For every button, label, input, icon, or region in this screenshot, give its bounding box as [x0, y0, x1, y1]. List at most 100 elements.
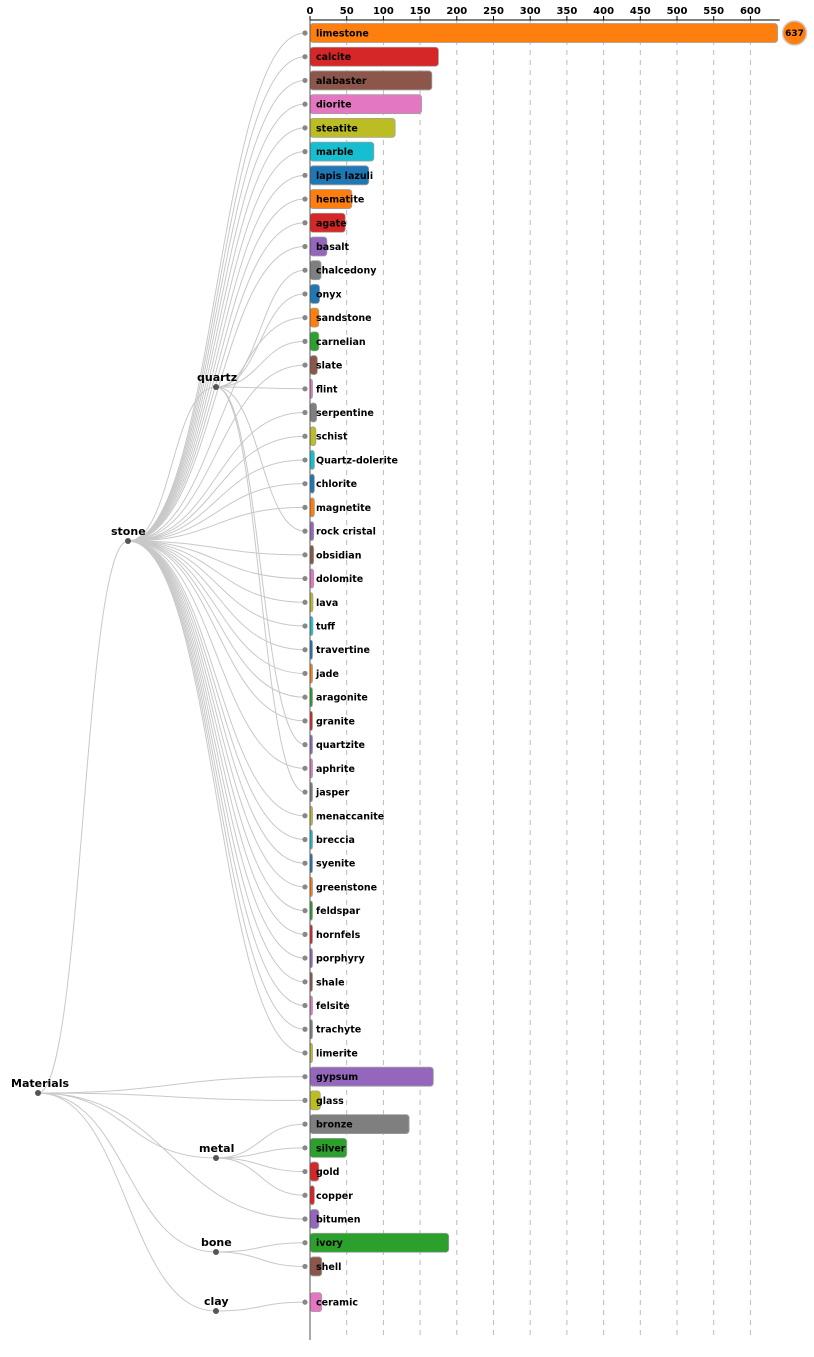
leaf-node — [302, 908, 308, 914]
tree-link — [127, 540, 306, 627]
bar-obsidian[interactable] — [309, 544, 315, 565]
bar-dolomite[interactable] — [309, 568, 315, 589]
bar-label: greenstone — [316, 882, 377, 893]
bar-schist[interactable] — [309, 426, 317, 447]
bar-label: aragonite — [316, 693, 368, 704]
group-label-bone: bone — [201, 1236, 232, 1249]
tree-link — [127, 174, 306, 542]
tree-link — [127, 540, 306, 1054]
bar-label: quartzite — [316, 740, 365, 751]
leaf-node — [302, 267, 308, 273]
tree-link — [127, 540, 306, 580]
bar-label: menaccanite — [316, 811, 384, 822]
bar-label: lapis lazuli — [316, 171, 373, 182]
tree-link — [127, 317, 306, 542]
bar-label: gypsum — [316, 1072, 358, 1083]
leaf-node — [302, 291, 308, 297]
bar-label: sandstone — [316, 313, 372, 324]
tree-link — [215, 293, 306, 388]
leaf-node — [302, 1050, 308, 1056]
leaf-node — [302, 860, 308, 866]
leaf-node — [302, 1097, 308, 1103]
leaf-node — [302, 694, 308, 700]
tree-nodes: Materials stone quartz metal bone clay — [11, 30, 308, 1314]
leaf-node — [302, 30, 308, 36]
x-tick-label: 300 — [520, 6, 541, 17]
tree-link — [127, 245, 306, 542]
bar-label: granite — [316, 716, 355, 727]
bar-chlorite[interactable] — [309, 473, 315, 494]
tree-link — [127, 364, 306, 542]
group-node-bone[interactable] — [213, 1249, 219, 1255]
bar-label: Quartz-dolerite — [316, 455, 398, 466]
bar-label: carnelian — [316, 337, 366, 348]
leaf-node — [302, 575, 308, 582]
bar-label: shell — [316, 1262, 341, 1273]
tree-link — [37, 1092, 217, 1312]
bar-label: ceramic — [316, 1298, 358, 1309]
bar-label: steatite — [316, 123, 358, 134]
leaf-node — [302, 1299, 308, 1305]
tree-link — [127, 540, 306, 698]
group-label-quartz: quartz — [197, 371, 237, 384]
group-node-quartz[interactable] — [213, 384, 219, 390]
group-node-clay[interactable] — [213, 1308, 219, 1314]
bar-label: feldspar — [316, 906, 360, 917]
bar-limestone[interactable] — [309, 23, 778, 43]
x-axis: 0 50 100 150 200 250 300 350 400 450 500 550 600 — [307, 6, 780, 1340]
x-tick-label: 400 — [593, 6, 614, 17]
leaf-node — [302, 315, 308, 321]
x-tick-label: 150 — [410, 6, 431, 17]
group-node-stone[interactable] — [125, 538, 131, 544]
tree-link — [127, 412, 306, 542]
bar-rock-cristal[interactable] — [309, 521, 315, 542]
leaf-node — [302, 409, 308, 416]
bar-label: porphyry — [316, 954, 365, 965]
tree-link — [127, 540, 306, 722]
bar-label: chalcedony — [316, 266, 377, 277]
x-tick-label: 600 — [740, 6, 761, 17]
tree-link — [215, 1157, 306, 1173]
bar-quartz-dolerite[interactable] — [309, 450, 315, 470]
bar-label: jade — [315, 669, 339, 680]
leaf-node — [302, 457, 308, 463]
leaf-node — [302, 243, 308, 250]
leaf-node — [302, 931, 308, 937]
tree-link — [215, 1123, 306, 1159]
bar-label: marble — [316, 147, 354, 158]
tree-link — [215, 340, 306, 388]
leaf-node — [302, 1240, 308, 1246]
leaf-node — [302, 647, 308, 653]
tree-link — [127, 540, 306, 769]
leaf-node — [302, 955, 308, 961]
bar-label: bitumen — [316, 1215, 361, 1226]
tree-link — [127, 222, 306, 542]
leaf-node — [302, 386, 308, 392]
bar-label: serpentine — [316, 408, 374, 419]
group-node-materials[interactable] — [35, 1090, 41, 1096]
group-node-metal[interactable] — [213, 1155, 219, 1161]
tree-link — [37, 540, 129, 1094]
leaf-node — [302, 1026, 308, 1032]
bar-label: schist — [316, 432, 348, 443]
leaf-node — [302, 813, 308, 819]
tree-link — [127, 56, 306, 542]
leaf-node — [302, 338, 308, 344]
bar-label: ivory — [316, 1238, 344, 1249]
bar-magnetite[interactable] — [309, 497, 315, 518]
tree-link — [127, 151, 306, 542]
tree-link — [127, 540, 306, 983]
bar-label: breccia — [316, 835, 355, 846]
leaf-node — [302, 77, 308, 84]
tree-link — [127, 540, 306, 959]
x-tick-label: 200 — [446, 6, 467, 17]
bar-label: gold — [316, 1167, 339, 1178]
bar-label: bronze — [316, 1120, 353, 1131]
value-badge — [781, 20, 808, 46]
tree-link — [127, 540, 306, 817]
group-label-materials: Materials — [11, 1077, 69, 1090]
x-tick-label: 550 — [703, 6, 724, 17]
bar-label: aphrite — [316, 764, 355, 775]
bar-copper[interactable] — [309, 1185, 315, 1206]
leaf-node — [302, 504, 308, 510]
